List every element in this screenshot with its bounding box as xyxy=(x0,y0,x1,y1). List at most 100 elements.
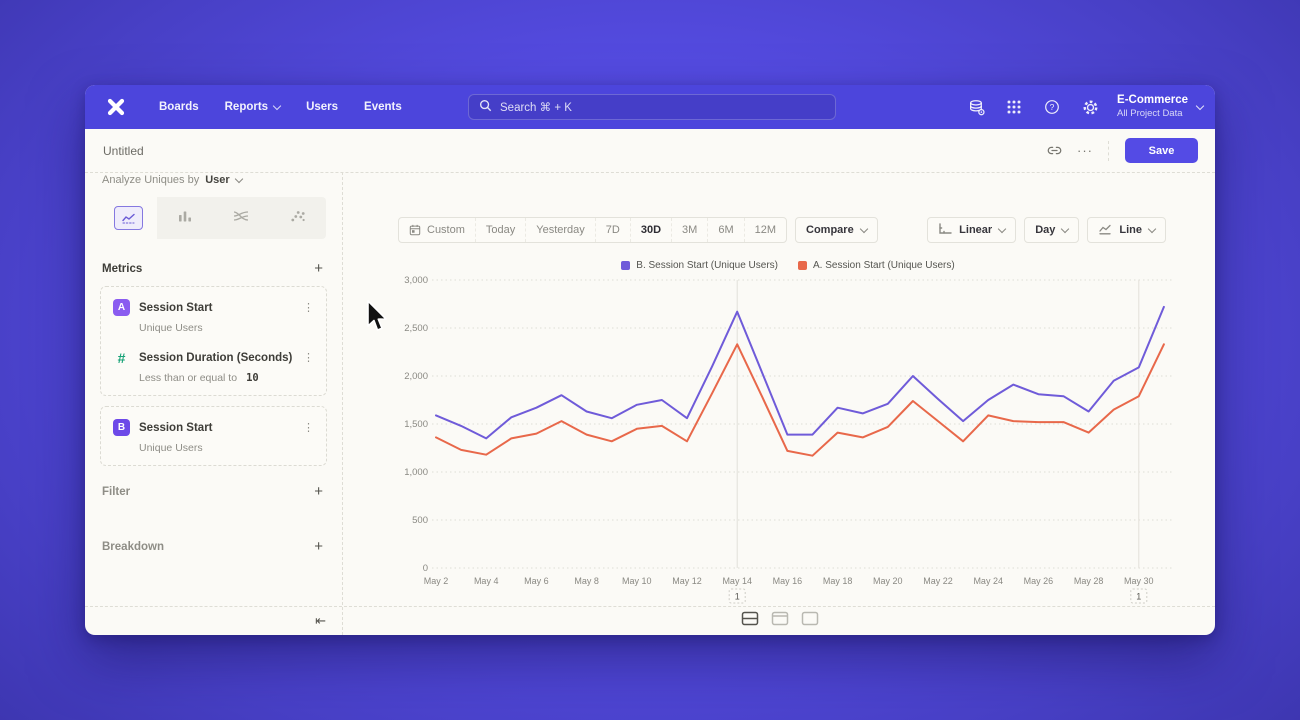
mixpanel-logo-icon[interactable] xyxy=(99,97,133,117)
add-filter-button[interactable]: + xyxy=(314,483,323,500)
apps-grid-icon[interactable] xyxy=(995,99,1033,115)
range-custom[interactable]: Custom xyxy=(399,218,475,242)
range-3m[interactable]: 3M xyxy=(671,218,707,242)
kebab-menu-icon[interactable]: ⋮ xyxy=(303,352,314,364)
kebab-menu-icon[interactable]: ⋮ xyxy=(303,422,314,434)
more-options-icon[interactable]: ··· xyxy=(1077,143,1093,158)
x-tick-label: May 28 xyxy=(1074,576,1104,586)
range-yesterday[interactable]: Yesterday xyxy=(525,218,595,242)
help-icon[interactable]: ? xyxy=(1033,99,1071,115)
y-tick-label: 0 xyxy=(423,563,428,574)
query-builder-sidebar: Analyze Uniques by User xyxy=(85,172,343,635)
range-today[interactable]: Today xyxy=(474,218,525,242)
metric-name: Session Duration (Seconds) xyxy=(139,351,293,364)
add-metric-button[interactable]: + xyxy=(314,260,323,277)
legend-label: B. Session Start (Unique Users) xyxy=(636,260,778,271)
save-button[interactable]: Save xyxy=(1125,138,1198,163)
x-tick-label: May 30 xyxy=(1124,576,1154,586)
tab-bar-chart[interactable] xyxy=(157,197,214,239)
y-tick-label: 500 xyxy=(412,515,428,526)
data-management-icon[interactable] xyxy=(957,99,995,116)
tab-flow-chart[interactable] xyxy=(213,197,270,239)
metric-filter-condition[interactable]: Less than or equal to 10 xyxy=(139,372,314,384)
legend-item[interactable]: B. Session Start (Unique Users) xyxy=(621,260,778,271)
legend-swatch xyxy=(798,261,807,270)
search-input[interactable]: Search ⌘ + K xyxy=(468,94,836,120)
nav-item-reports[interactable]: Reports xyxy=(225,101,282,113)
y-tick-label: 1,000 xyxy=(404,467,428,478)
share-link-icon[interactable] xyxy=(1047,143,1062,158)
tab-line-chart[interactable] xyxy=(100,197,157,239)
project-name: E-Commerce xyxy=(1117,94,1188,107)
interval-dropdown[interactable]: Day xyxy=(1024,217,1080,243)
metric-row-duration[interactable]: # Session Duration (Seconds) ⋮ Less than… xyxy=(101,341,326,391)
x-axis-labels: May 2 May 4 May 6 May 8 May 10 May 12 May 14 Ma… xyxy=(424,576,1154,586)
nav-item-users[interactable]: Users xyxy=(306,101,339,113)
top-navbar: Boards Reports Users Events Search ⌘ + K xyxy=(85,85,1215,129)
chevron-down-icon xyxy=(234,174,243,183)
nav-item-events[interactable]: Events xyxy=(364,101,402,113)
y-tick-label: 3,000 xyxy=(404,275,428,286)
mouse-cursor xyxy=(367,300,387,331)
metric-subtitle[interactable]: Unique Users xyxy=(139,442,203,454)
legend-item[interactable]: A. Session Start (Unique Users) xyxy=(798,260,955,271)
chevron-down-icon xyxy=(997,224,1007,233)
scale-dropdown[interactable]: Linear xyxy=(927,217,1017,243)
chart-type-dropdown[interactable]: Line xyxy=(1087,217,1166,243)
report-header: Untitled ··· Save xyxy=(85,129,1215,173)
metric-badge-a: A xyxy=(113,299,130,316)
legend-swatch xyxy=(621,261,631,270)
divider xyxy=(1108,140,1110,161)
bar-chart-icon xyxy=(177,209,193,228)
series-lines[interactable] xyxy=(435,305,1165,457)
search-placeholder: Search ⌘ + K xyxy=(500,102,572,114)
project-selector[interactable]: E-Commerce All Project Data xyxy=(1117,94,1205,120)
tab-scatter-chart[interactable] xyxy=(270,197,327,239)
project-subtitle: All Project Data xyxy=(1117,108,1183,120)
calendar-icon xyxy=(409,224,421,236)
x-tick-label: May 8 xyxy=(574,576,599,586)
metric-subtitle[interactable]: Unique Users xyxy=(139,322,203,334)
range-30d[interactable]: 30D xyxy=(629,218,671,242)
metric-name: Session Start xyxy=(139,301,213,314)
layout-full-view-icon[interactable] xyxy=(801,611,819,631)
collapse-sidebar-icon[interactable]: ⇤ xyxy=(315,613,326,628)
metric-row-b[interactable]: B Session Start ⋮ Unique Users xyxy=(101,411,326,461)
chart-legend: B. Session Start (Unique Users) A. Sessio… xyxy=(398,260,1178,271)
chevron-down-icon xyxy=(1195,101,1205,110)
add-breakdown-button[interactable]: + xyxy=(314,538,323,555)
nav-item-boards[interactable]: Boards xyxy=(159,101,199,113)
analyze-label: Analyze Uniques by xyxy=(102,174,200,186)
x-tick-label: May 12 xyxy=(672,576,702,586)
x-tick-label: May 4 xyxy=(474,576,499,586)
layout-split-view-icon[interactable] xyxy=(741,611,759,631)
y-tick-label: 2,500 xyxy=(404,323,428,334)
kebab-menu-icon[interactable]: ⋮ xyxy=(303,302,314,314)
x-tick-label: May 26 xyxy=(1024,576,1054,586)
scatter-dots-icon xyxy=(290,209,306,228)
metrics-section-title: Metrics xyxy=(102,262,143,275)
range-6m[interactable]: 6M xyxy=(707,218,743,242)
metric-row-a[interactable]: A Session Start ⋮ Unique Users xyxy=(101,291,326,341)
metric-badge-hash: # xyxy=(117,349,126,366)
settings-gear-icon[interactable] xyxy=(1071,99,1109,116)
compare-button[interactable]: Compare xyxy=(795,217,878,243)
x-tick-label: May 16 xyxy=(773,576,803,586)
metric-badge-b: B xyxy=(113,419,130,436)
range-7d[interactable]: 7D xyxy=(594,218,630,242)
analyze-uniques-by[interactable]: Analyze Uniques by User xyxy=(102,174,243,186)
linear-axis-icon xyxy=(938,222,952,238)
condition-value[interactable]: 10 xyxy=(246,372,259,384)
layout-header-view-icon[interactable] xyxy=(771,611,789,631)
chevron-down-icon xyxy=(272,101,282,110)
report-title[interactable]: Untitled xyxy=(103,143,144,158)
date-range-segmented-control: Custom Today Yesterday 7D 30D 3M 6M 12M xyxy=(398,217,788,243)
range-12m[interactable]: 12M xyxy=(743,218,786,242)
annotation-lines xyxy=(736,280,1140,568)
series-line xyxy=(435,343,1165,457)
interval-label: Day xyxy=(1035,224,1056,236)
main-menu: Boards Reports Users Events xyxy=(133,101,402,113)
